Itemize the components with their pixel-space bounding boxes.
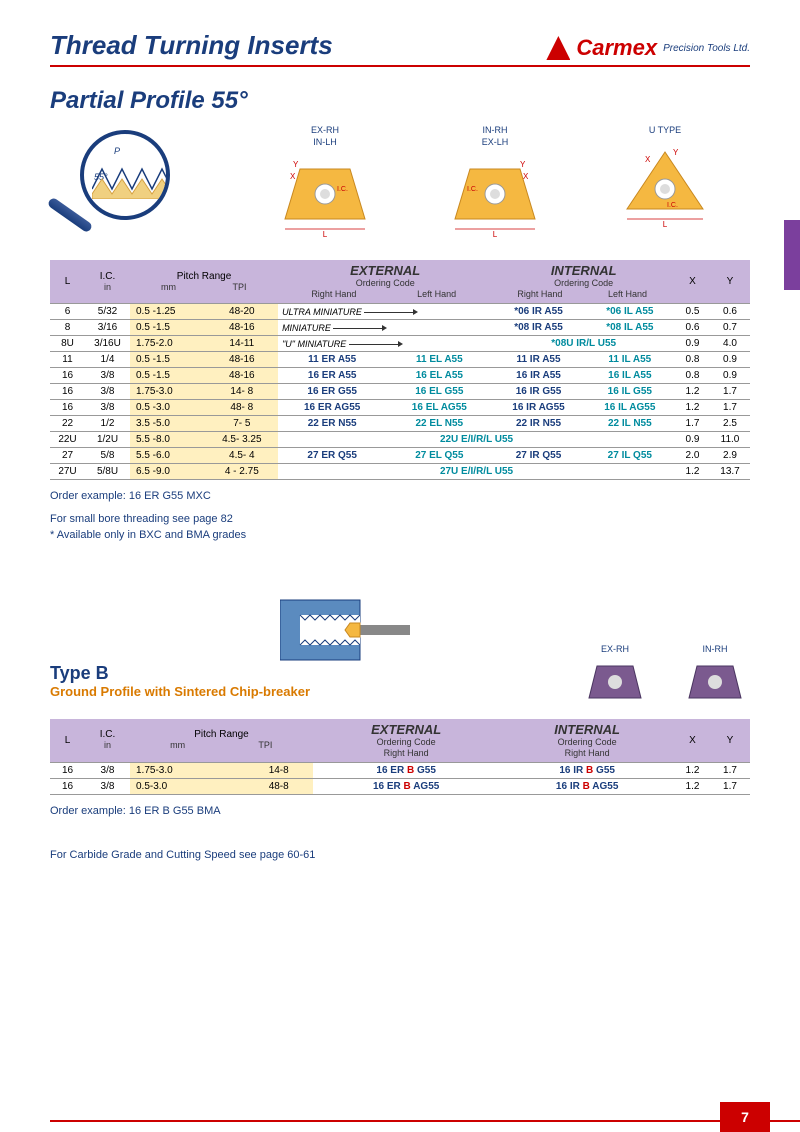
logo-triangle-icon (546, 36, 570, 60)
table-row: 275/85.5 -6.04.5- 427 ER Q5527 EL Q5527 … (50, 448, 750, 464)
diagram-row: P 55° EX-RH IN-LH LI.C.XY IN-RH EX-LH LI… (50, 125, 750, 245)
type-b-insert-in: IN-RH (680, 644, 750, 709)
page-footer: 7 (0, 1102, 800, 1132)
type-b-title: Type B (50, 663, 310, 684)
svg-text:Y: Y (520, 160, 526, 169)
magnifier-diagram: P 55° (50, 125, 220, 245)
type-b-table: L I.C.in Pitch Range mm TPI EXTERNALOrde… (50, 719, 750, 795)
svg-text:I.C.: I.C. (467, 186, 478, 193)
table-row: 163/81.75-3.014-816 ER B G5516 IR B G551… (50, 762, 750, 778)
brand-subtitle: Precision Tools Ltd. (663, 43, 750, 54)
page-number: 7 (720, 1102, 770, 1132)
table-row: 27U5/8U6.5 -9.04 - 2.7527U E/I/R/L U551.… (50, 464, 750, 480)
svg-text:X: X (290, 172, 296, 181)
table-row: 221/23.5 -5.07- 522 ER N5522 EL N5522 IR… (50, 416, 750, 432)
type-b-insert-ex: EX-RH (580, 644, 650, 709)
svg-text:Y: Y (293, 160, 299, 169)
svg-text:L: L (663, 220, 668, 227)
table-notes: Order example: 16 ER G55 MXC For small b… (50, 488, 246, 544)
table-row: 163/80.5-3.048-816 ER B AG5516 IR B AG55… (50, 778, 750, 794)
type-b-notes: Order example: 16 ER B G55 BMA (50, 803, 750, 820)
table-row: 65/320.5 -1.2548-20ULTRA MINIATURE *06 I… (50, 304, 750, 320)
svg-text:I.C.: I.C. (337, 186, 348, 193)
table-row: 111/40.5 -1.548-1611 ER A5511 EL A5511 I… (50, 352, 750, 368)
table-row: 22U1/2U5.5 -8.04.5- 3.2522U E/I/R/L U550… (50, 432, 750, 448)
page-header: Thread Turning Inserts Carmex Precision … (50, 30, 750, 67)
svg-text:I.C.: I.C. (667, 202, 678, 209)
page-title: Thread Turning Inserts (50, 30, 333, 61)
brand-logo: Carmex Precision Tools Ltd. (546, 35, 750, 61)
side-tab (784, 220, 800, 290)
table-row: 163/80.5 -1.548-1616 ER A5516 EL A5516 I… (50, 368, 750, 384)
insert-diagram-u-type: U TYPE LI.C.XY (610, 125, 720, 245)
brand-name: Carmex (576, 35, 657, 61)
table-row: 163/80.5 -3.048- 816 ER AG5516 EL AG5516… (50, 400, 750, 416)
insert-diagram-in-rh: IN-RH EX-LH LI.C.XY (440, 125, 550, 245)
svg-text:X: X (523, 172, 529, 181)
svg-text:X: X (645, 155, 651, 164)
svg-text:L: L (323, 230, 328, 239)
footer-note: For Carbide Grade and Cutting Speed see … (50, 849, 750, 861)
table-row: 83/160.5 -1.548-16MINIATURE *08 IR A55*0… (50, 320, 750, 336)
insert-diagram-ex-rh: EX-RH IN-LH LI.C.XY (270, 125, 380, 245)
section-title: Partial Profile 55° (50, 87, 750, 115)
svg-text:Y: Y (673, 148, 679, 157)
table-row: 163/81.75-3.014- 816 ER G5516 EL G5516 I… (50, 384, 750, 400)
type-b-subtitle: Ground Profile with Sintered Chip-breake… (50, 684, 310, 699)
svg-text:L: L (493, 230, 498, 239)
main-data-table: L I.C.in Pitch Range mm TPI EXTERNALOrde… (50, 260, 750, 480)
table-row: 8U3/16U1.75-2.014-11"U" MINIATURE *08U I… (50, 336, 750, 352)
bore-threading-diagram (280, 595, 420, 665)
